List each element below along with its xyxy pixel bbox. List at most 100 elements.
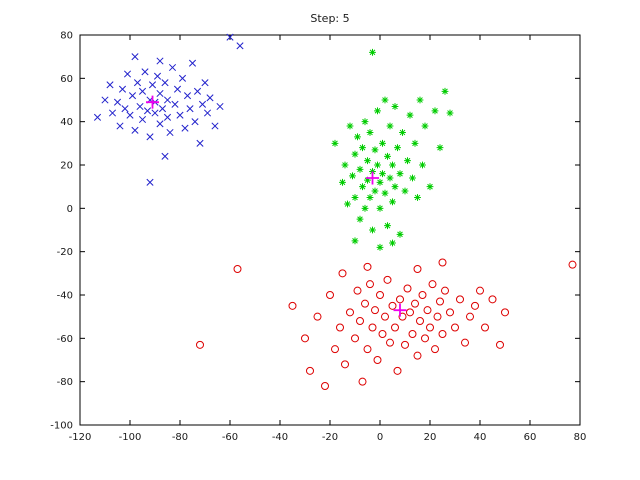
data-point-marker xyxy=(406,308,414,317)
data-point-marker xyxy=(158,105,167,113)
data-point-marker xyxy=(388,301,397,310)
data-point-marker xyxy=(384,222,391,230)
data-point-marker xyxy=(389,161,396,169)
data-point-marker xyxy=(313,312,322,321)
data-point-marker xyxy=(446,109,454,117)
data-point-marker xyxy=(496,340,504,349)
x-tick-label: -120 xyxy=(69,432,92,443)
data-point-marker xyxy=(396,170,404,178)
data-point-marker xyxy=(361,118,369,126)
data-point-marker xyxy=(501,308,509,317)
data-point-marker xyxy=(379,139,386,147)
y-tick-label: -40 xyxy=(57,291,73,302)
data-point-marker xyxy=(146,178,154,186)
data-point-marker xyxy=(408,330,417,338)
data-point-marker xyxy=(201,79,209,87)
data-point-marker xyxy=(123,70,132,78)
data-point-marker xyxy=(389,198,396,206)
data-point-marker xyxy=(401,187,409,195)
data-point-marker xyxy=(288,301,297,310)
data-point-marker xyxy=(391,323,399,332)
data-point-marker xyxy=(403,284,412,293)
data-point-marker xyxy=(396,230,404,238)
data-point-marker xyxy=(166,128,174,137)
data-point-marker xyxy=(143,107,152,115)
data-point-marker xyxy=(121,105,129,113)
data-point-marker xyxy=(106,81,114,89)
data-point-marker xyxy=(153,72,162,80)
data-point-marker xyxy=(339,178,346,186)
data-point-marker xyxy=(306,366,314,375)
data-point-marker xyxy=(176,111,184,119)
data-point-marker xyxy=(236,42,244,50)
data-point-marker xyxy=(146,133,154,141)
data-point-marker xyxy=(351,194,359,201)
data-point-marker xyxy=(161,79,169,87)
data-point-marker xyxy=(466,312,474,321)
data-point-marker xyxy=(156,120,164,128)
data-point-marker xyxy=(356,317,364,325)
data-point-marker xyxy=(374,107,381,115)
data-point-marker xyxy=(369,48,376,56)
x-tick-label: 20 xyxy=(424,432,437,443)
data-point-marker xyxy=(366,171,379,185)
series-centroids xyxy=(146,95,407,317)
data-point-marker xyxy=(481,323,489,332)
data-point-marker xyxy=(426,323,434,332)
data-point-marker xyxy=(471,301,479,310)
data-point-marker xyxy=(426,183,434,191)
data-point-marker xyxy=(141,68,149,76)
data-point-marker xyxy=(378,330,387,338)
data-point-marker xyxy=(336,323,344,332)
data-point-marker xyxy=(421,334,429,343)
data-point-marker xyxy=(183,92,192,100)
data-point-marker xyxy=(399,129,406,136)
data-point-marker xyxy=(411,139,419,147)
data-point-marker xyxy=(148,81,157,89)
data-point-marker xyxy=(433,312,442,321)
data-point-marker xyxy=(118,85,127,93)
data-point-marker xyxy=(476,286,484,295)
data-point-marker xyxy=(188,59,197,67)
data-point-marker xyxy=(438,330,447,338)
data-point-marker xyxy=(386,174,394,182)
data-point-marker xyxy=(131,126,139,134)
data-point-marker xyxy=(376,291,384,299)
data-point-marker xyxy=(381,96,389,104)
data-point-marker xyxy=(568,260,577,269)
data-point-marker xyxy=(381,189,389,197)
data-point-marker xyxy=(418,291,427,299)
data-point-marker xyxy=(138,115,147,124)
y-axis: -100 -80 -60 -40 -20 0 20 40 60 80 xyxy=(50,31,580,432)
data-point-marker xyxy=(196,139,204,147)
data-point-marker xyxy=(364,157,371,165)
data-point-marker xyxy=(371,306,379,315)
data-point-marker xyxy=(93,113,102,121)
data-point-marker xyxy=(488,295,497,304)
data-point-marker xyxy=(356,215,364,223)
data-point-marker xyxy=(346,308,354,317)
data-point-marker xyxy=(361,204,369,212)
data-point-marker xyxy=(163,113,172,121)
data-point-marker xyxy=(438,258,447,267)
data-point-marker xyxy=(146,95,159,109)
y-tick-label: -80 xyxy=(57,377,73,388)
data-point-marker xyxy=(461,338,469,347)
data-point-marker xyxy=(361,299,369,308)
data-point-marker xyxy=(163,96,172,104)
x-tick-label: 40 xyxy=(474,432,487,443)
data-point-marker xyxy=(341,161,349,169)
data-point-marker xyxy=(414,194,421,201)
data-point-marker xyxy=(398,312,407,321)
y-tick-label: 0 xyxy=(67,204,73,215)
data-point-marker xyxy=(116,122,124,130)
data-point-marker xyxy=(401,340,409,349)
data-point-marker xyxy=(203,109,212,117)
plot-frame xyxy=(79,34,581,426)
data-point-marker xyxy=(394,144,401,152)
data-point-marker xyxy=(436,144,444,152)
data-point-marker xyxy=(136,102,144,111)
data-point-marker xyxy=(301,334,309,343)
data-point-marker xyxy=(411,299,419,308)
